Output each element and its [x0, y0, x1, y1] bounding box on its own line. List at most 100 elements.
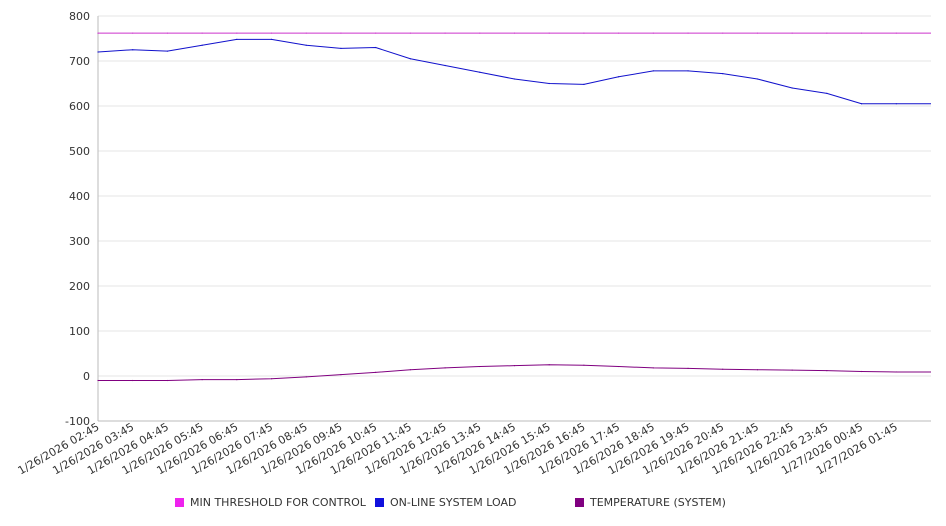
- data-point: [513, 32, 516, 34]
- data-point: [895, 32, 897, 34]
- data-point: [97, 32, 99, 34]
- legend-swatch-icon: [575, 498, 584, 507]
- y-tick-label: -100: [65, 415, 90, 428]
- data-point: [687, 367, 689, 369]
- y-tick-label: 100: [69, 325, 90, 338]
- data-point: [132, 49, 134, 51]
- legend-label: ON-LINE SYSTEM LOAD: [390, 496, 517, 509]
- data-point: [166, 379, 169, 382]
- data-point: [722, 368, 724, 370]
- data-point: [444, 367, 446, 369]
- data-point: [236, 379, 238, 381]
- data-point: [444, 64, 446, 67]
- legend-swatch-icon: [375, 498, 384, 507]
- data-point: [826, 370, 828, 372]
- data-point: [166, 50, 169, 52]
- legend-label: MIN THRESHOLD FOR CONTROL: [190, 496, 366, 509]
- data-point: [756, 369, 759, 371]
- data-point: [652, 367, 654, 369]
- system-load-line: [97, 38, 931, 105]
- data-point: [583, 32, 585, 34]
- data-point: [687, 70, 689, 72]
- data-point: [513, 78, 516, 80]
- data-point: [756, 32, 759, 34]
- y-tick-label: 600: [69, 100, 90, 113]
- data-point: [305, 376, 307, 378]
- data-point: [791, 87, 793, 89]
- data-point: [201, 32, 203, 34]
- data-point: [791, 369, 793, 371]
- data-point: [860, 32, 863, 34]
- data-point: [513, 365, 516, 367]
- data-point: [340, 374, 342, 376]
- data-point: [270, 38, 273, 41]
- y-tick-label: 0: [83, 370, 90, 383]
- data-point: [479, 71, 481, 73]
- x-axis-tick-labels: 1/26/2026 02:451/26/2026 03:451/26/2026 …: [16, 420, 900, 477]
- axes: [97, 16, 931, 422]
- data-point: [548, 364, 550, 366]
- data-point: [270, 378, 273, 380]
- data-point: [201, 44, 203, 46]
- data-point: [132, 379, 134, 382]
- data-point: [756, 78, 759, 80]
- data-point: [409, 58, 411, 60]
- y-tick-label: 200: [69, 280, 90, 293]
- data-point: [479, 32, 481, 34]
- data-point: [548, 82, 550, 85]
- data-point: [548, 32, 550, 34]
- legend-swatch-icon: [175, 498, 184, 507]
- data-point: [444, 32, 446, 34]
- legend-item-system-load[interactable]: ON-LINE SYSTEM LOAD: [375, 496, 516, 509]
- data-point: [652, 70, 654, 72]
- data-point: [270, 32, 273, 34]
- data-point: [652, 32, 654, 34]
- y-tick-label: 800: [69, 10, 90, 23]
- data-point: [236, 38, 238, 41]
- legend: MIN THRESHOLD FOR CONTROL ON-LINE SYSTEM…: [0, 496, 946, 516]
- data-point: [791, 32, 793, 34]
- data-point: [305, 44, 307, 46]
- data-point: [375, 32, 377, 34]
- grid-lines: [98, 15, 931, 422]
- temperature-line: [98, 364, 931, 381]
- y-tick-label: 400: [69, 190, 90, 203]
- data-point: [583, 83, 585, 85]
- line-chart: 800 700 600 500 400 300 200 100 0 -100 1/26/2026 …: [16, 10, 931, 477]
- data-point: [722, 73, 724, 75]
- data-point: [687, 32, 689, 34]
- data-point: [583, 364, 585, 366]
- data-point: [618, 365, 620, 368]
- data-point: [340, 32, 342, 34]
- data-point: [826, 92, 828, 94]
- data-point: [895, 103, 897, 105]
- data-point: [236, 32, 238, 34]
- data-point: [722, 32, 724, 34]
- y-tick-label: 500: [69, 145, 90, 158]
- series-lines: [97, 32, 931, 382]
- data-point: [166, 32, 169, 34]
- y-tick-label: 700: [69, 55, 90, 68]
- data-point: [618, 32, 620, 34]
- y-axis-tick-labels: 800 700 600 500 400 300 200 100 0 -100: [65, 10, 90, 428]
- data-point: [375, 371, 377, 373]
- data-point: [97, 51, 99, 53]
- data-point: [826, 32, 828, 34]
- data-point: [860, 370, 863, 373]
- data-point: [409, 32, 411, 34]
- data-point: [618, 76, 620, 78]
- data-point: [895, 371, 897, 373]
- data-point: [97, 379, 99, 382]
- legend-label: TEMPERATURE (SYSTEM): [590, 496, 726, 509]
- data-point: [340, 47, 342, 50]
- data-point: [375, 46, 377, 49]
- data-point: [409, 369, 411, 371]
- data-point: [132, 32, 134, 34]
- legend-item-min-threshold[interactable]: MIN THRESHOLD FOR CONTROL: [175, 496, 366, 509]
- data-point: [479, 365, 481, 368]
- y-tick-label: 300: [69, 235, 90, 248]
- data-point: [305, 32, 307, 34]
- legend-item-temperature[interactable]: TEMPERATURE (SYSTEM): [575, 496, 726, 509]
- data-point: [860, 103, 863, 105]
- data-point: [201, 379, 203, 381]
